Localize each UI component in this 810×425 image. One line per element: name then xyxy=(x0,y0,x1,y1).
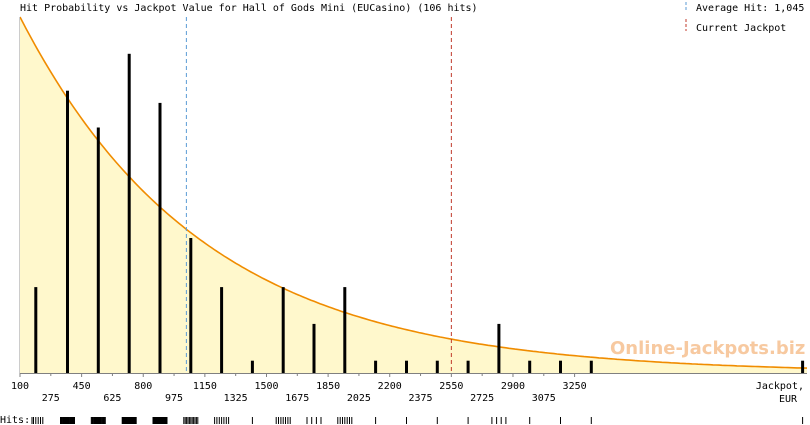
hit-bar xyxy=(34,287,38,373)
hit-bar xyxy=(250,360,254,373)
x-tick-label: 2550 xyxy=(439,381,463,392)
probability-fill xyxy=(20,17,807,373)
x-tick-label: 450 xyxy=(73,381,91,392)
hit-bar xyxy=(312,323,316,373)
x-tick-label: 2375 xyxy=(408,393,432,404)
hit-bar xyxy=(497,323,501,373)
hit-bar xyxy=(559,360,562,373)
hit-bar xyxy=(220,287,224,373)
chart-title: Hit Probability vs Jackpot Value for Hal… xyxy=(20,3,478,14)
x-tick-label: 100 xyxy=(11,381,29,392)
x-tick-label: 1325 xyxy=(224,393,248,404)
x-tick-label: 975 xyxy=(165,393,183,404)
hit-bar xyxy=(66,90,69,373)
x-tick-label: 3250 xyxy=(563,381,587,392)
hit-bar xyxy=(374,360,378,373)
x-axis: 100 450 800 1150 1500 1850 2200 2550 2900 3250 275… xyxy=(11,17,807,404)
hit-bar xyxy=(96,127,100,373)
x-tick-label: 2200 xyxy=(378,381,402,392)
x-tick-label: 1500 xyxy=(254,381,278,392)
hit-bar xyxy=(466,360,470,373)
x-tick-label: 800 xyxy=(134,381,152,392)
hit-bar xyxy=(281,287,285,373)
hit-bar xyxy=(405,360,408,373)
hit-bar xyxy=(189,238,193,373)
hit-bar xyxy=(801,360,805,373)
hits-rug xyxy=(31,417,804,424)
x-tick-label: 3075 xyxy=(532,393,556,404)
hit-bar xyxy=(435,360,439,373)
hits-label: Hits: xyxy=(0,415,30,425)
x-tick-label: 1150 xyxy=(193,381,217,392)
x-tick-label: 1675 xyxy=(285,393,309,404)
probability-curve xyxy=(19,16,807,369)
watermark: Online-Jackpots.biz xyxy=(610,338,805,359)
hit-bars xyxy=(34,53,805,374)
hit-bar xyxy=(158,102,162,374)
x-tick-label: 275 xyxy=(42,393,60,404)
hit-bar xyxy=(127,53,131,374)
legend-current-label: Current Jackpot xyxy=(696,23,786,34)
hit-bar xyxy=(528,360,532,373)
hit-bar xyxy=(589,360,593,373)
x-tick-label: 1850 xyxy=(316,381,340,392)
legend-average-label: Average Hit: 1,045 xyxy=(696,3,804,14)
reference-lines xyxy=(185,17,452,373)
x-axis-label-line1: Jackpot, xyxy=(756,381,804,392)
x-axis-label-line2: EUR xyxy=(779,394,798,405)
x-tick-label: 2725 xyxy=(470,393,494,404)
hit-bar xyxy=(343,287,347,373)
x-tick-label: 2900 xyxy=(501,381,525,392)
probability-fill-area xyxy=(19,16,807,373)
x-tick-label: 625 xyxy=(103,393,121,404)
x-tick-label: 2025 xyxy=(347,393,371,404)
